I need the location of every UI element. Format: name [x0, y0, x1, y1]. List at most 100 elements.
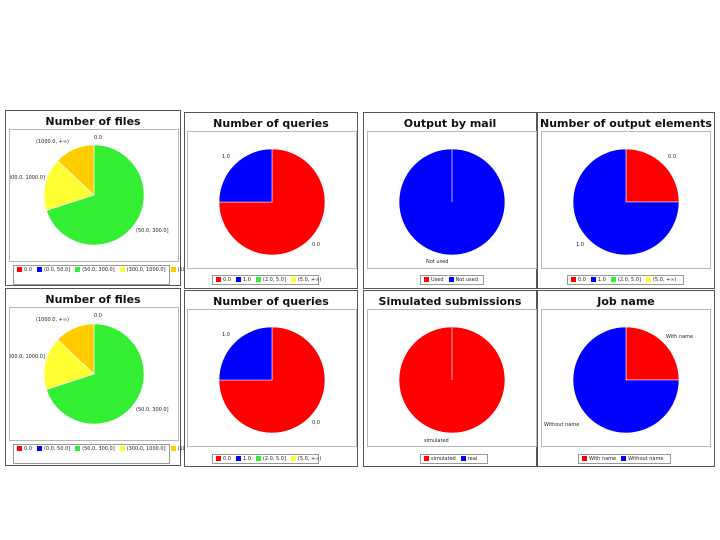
plot-area: 0.0 1.0: [187, 309, 357, 447]
legend-label: 1.0: [242, 456, 251, 462]
slice-label-not-used: Not used: [426, 259, 448, 265]
legend-swatch: [460, 456, 466, 461]
chart-title: Number of files: [45, 115, 141, 128]
legend-swatch: [170, 446, 176, 451]
legend-swatch: [216, 277, 221, 282]
chart-panel-simulated-submissions: Simulated submissions simulated simulated r…: [363, 290, 537, 467]
slice-label-300-0-1000-0: (300.0, 1000.0]: [10, 354, 45, 360]
pie-slice-300-0-1000-0: [43, 339, 95, 390]
legend-item-0-0: 0.0: [216, 277, 231, 284]
legend-swatch: [75, 267, 81, 272]
legend: 0.0 1.0 (2.0, 5.0] (5.0, +∞): [567, 275, 684, 285]
slice-label-1-0: 1.0: [576, 242, 584, 248]
chart-title: Number of queries: [213, 295, 329, 308]
legend-label: 0.0: [24, 446, 32, 452]
legend-item-0-0-50-0: (0.0, 50.0]: [36, 446, 71, 453]
pie-slice-50-0-300-0: [46, 144, 145, 246]
legend-item-50-0-300-0: (50.0, 300.0]: [75, 267, 115, 274]
legend-label: real: [467, 456, 478, 462]
chart-panel-output-by-mail: Output by mail Not used Used Not used: [363, 112, 537, 289]
legend-swatch: [571, 277, 576, 282]
legend-item-not-used: Not used: [448, 277, 478, 284]
legend-label: (2.0, 5.0]: [262, 456, 286, 462]
legend-swatch: [621, 456, 627, 461]
legend-item-2-0-5-0: (2.0, 5.0]: [610, 277, 641, 284]
legend-label: (50.0, 300.0]: [82, 267, 115, 273]
legend-item-2-0-5-0: (2.0, 5.0]: [255, 277, 286, 284]
pie-chart: 0.0 1.0: [218, 326, 326, 434]
legend-swatch: [424, 456, 429, 461]
plot-area: simulated: [367, 309, 537, 447]
legend-swatch: [17, 446, 22, 451]
legend: With name Without name: [578, 454, 671, 464]
legend-item-1-0: 1.0: [235, 277, 251, 284]
legend-swatch: [119, 446, 125, 451]
legend-item-1-0: 1.0: [235, 456, 251, 463]
legend-label: (2.0, 5.0]: [262, 277, 286, 283]
pie-chart: simulated: [398, 326, 506, 444]
chart-panel-number-of-queries: Number of queries 0.0 1.0 0.0 1.0 (2.0, 5.0] (…: [184, 290, 358, 467]
pie-chart: Not used: [398, 148, 506, 265]
legend-label: 1.0: [242, 277, 251, 283]
legend-item-0-0: 0.0: [571, 277, 586, 284]
legend-swatch: [235, 277, 241, 282]
slice-label-0-0: 0.0: [312, 242, 320, 248]
legend-item-1-0: 1.0: [590, 277, 606, 284]
pie-chart: 0.0 1.0: [218, 148, 326, 256]
chart-panel-number-of-queries: Number of queries 0.0 1.0 0.0 1.0 (2.0, 5.0] (…: [184, 112, 358, 289]
legend-item-300-0-1000-0: (300.0, 1000.0]: [119, 267, 166, 274]
slice-label-1000-0: (1000.0, +∞): [36, 139, 69, 145]
slice-label-50-0-300-0: (50.0, 300.0]: [136, 407, 169, 413]
legend-swatch: [235, 456, 241, 461]
slice-label-0-0: 0.0: [668, 154, 676, 160]
legend-swatch: [216, 456, 221, 461]
legend-swatch: [17, 267, 22, 272]
legend-label: 0.0: [24, 267, 32, 273]
pie-chart: (50.0, 300.0] (300.0, 1000.0] (1000.0, +∞)…: [10, 135, 169, 246]
chart-panel-number-of-files: Number of files (50.0, 300.0] (300.0, 1000…: [5, 110, 210, 286]
legend-swatch: [119, 267, 125, 272]
chart-title: Number of files: [45, 293, 141, 306]
legend: 0.0 1.0 (2.0, 5.0] (5.0, +∞): [212, 275, 322, 285]
legend-label: 1.0: [597, 277, 606, 283]
legend-swatch: [290, 277, 296, 282]
slice-label-0-0: 0.0: [94, 313, 102, 319]
legend-item-used: Used: [424, 277, 444, 284]
legend-item-2-0-5-0: (2.0, 5.0]: [255, 456, 286, 463]
legend-label: (0.0, 50.0]: [43, 267, 71, 273]
legend-item-0-0-50-0: (0.0, 50.0]: [36, 267, 71, 274]
legend-swatch: [170, 267, 176, 272]
slice-label-simulated: simulated: [424, 438, 449, 444]
legend-item-0-0: 0.0: [17, 267, 32, 274]
legend-label: (2.0, 5.0]: [617, 277, 641, 283]
plot-area: 0.0 1.0: [187, 131, 357, 269]
slice-label-50-0-300-0: (50.0, 300.0]: [136, 228, 169, 234]
legend-label: Used: [431, 277, 444, 283]
slice-label-0-0: 0.0: [312, 420, 320, 426]
pie-slice-0-0: [625, 148, 680, 203]
legend-label: With name: [589, 456, 617, 462]
legend-item-5-0: (5.0, +∞): [645, 277, 676, 284]
pie-slice-300-0-1000-0: [43, 160, 95, 211]
legend-label: 0.0: [223, 456, 231, 462]
legend: 0.0 1.0 (2.0, 5.0] (5.0, +∞): [212, 454, 321, 464]
legend-swatch: [36, 446, 42, 451]
legend: 0.0 (0.0, 50.0] (50.0, 300.0] (300.0, 1000.…: [13, 444, 210, 464]
plot-area: (50.0, 300.0] (300.0, 1000.0] (1000.0, +∞)…: [9, 307, 179, 441]
legend-swatch: [645, 277, 651, 282]
legend-label: simulated: [431, 456, 456, 462]
legend-item-5-0: (5.0, +∞): [290, 456, 321, 463]
legend-item-50-0-300-0: (50.0, 300.0]: [75, 446, 115, 453]
pie-chart: (50.0, 300.0] (300.0, 1000.0] (1000.0, +∞)…: [10, 313, 169, 425]
pie-slice-with-name: [625, 326, 680, 381]
legend-label: (0.0, 50.0]: [43, 446, 71, 452]
legend: 0.0 (0.0, 50.0] (50.0, 300.0] (300.0, 1000.…: [13, 265, 210, 285]
legend-item-without-name: Without name: [621, 456, 663, 463]
legend-item-300-0-1000-0: (300.0, 1000.0]: [119, 446, 166, 453]
legend-label: (5.0, +∞): [297, 277, 322, 283]
legend-swatch: [590, 277, 596, 282]
legend-swatch: [75, 446, 81, 451]
legend-label: (300.0, 1000.0]: [126, 267, 166, 273]
legend-swatch: [610, 277, 616, 282]
pie-slice-50-0-300-0: [46, 323, 145, 425]
